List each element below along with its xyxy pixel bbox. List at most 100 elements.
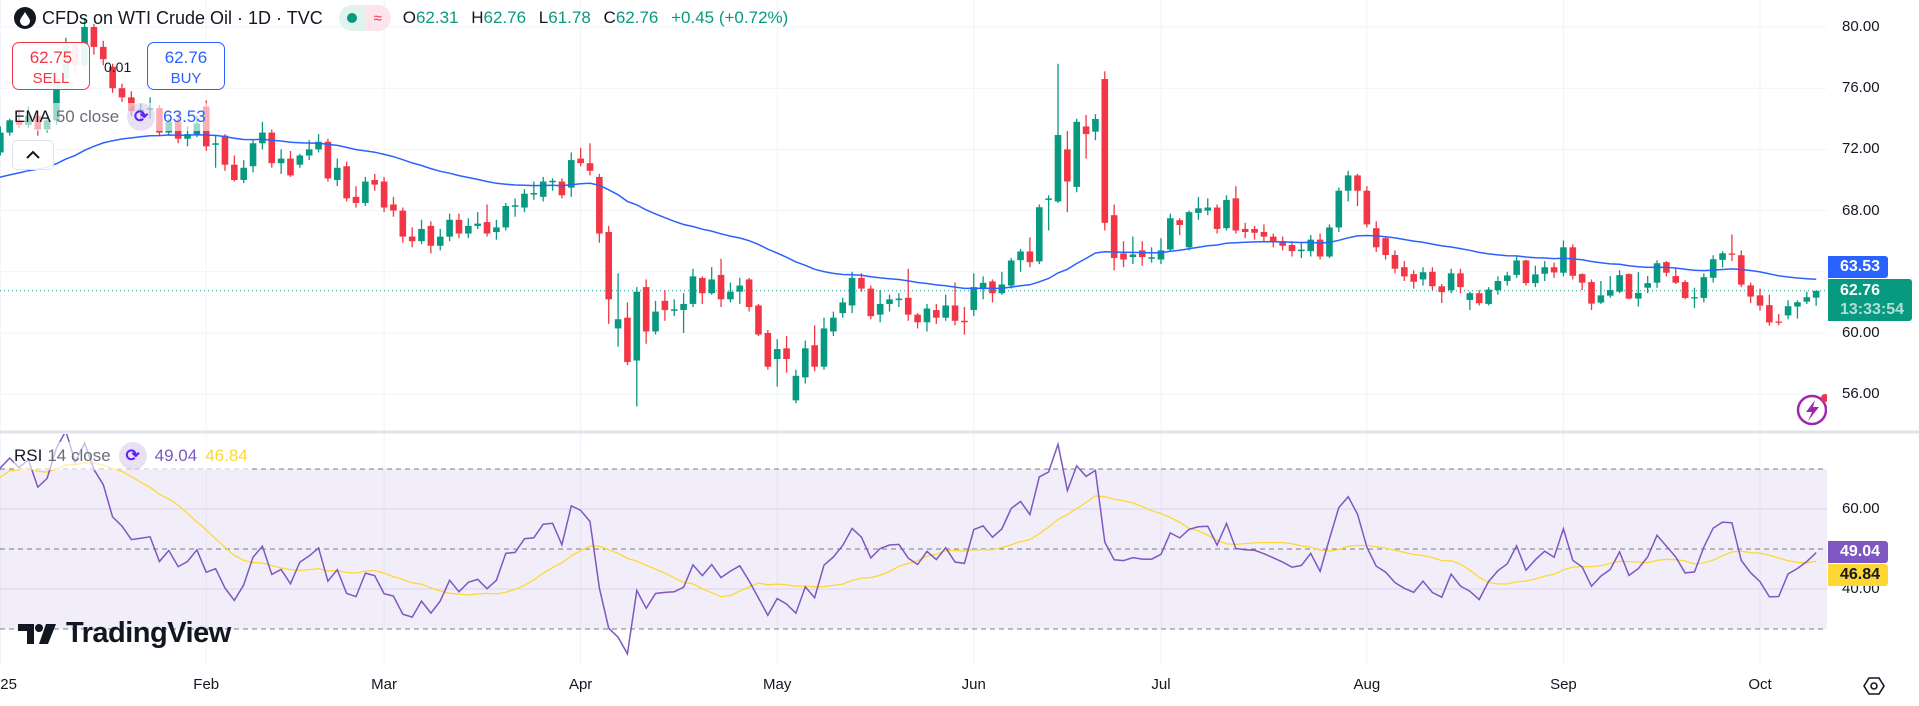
candle-body bbox=[567, 160, 575, 188]
candle bbox=[1438, 284, 1446, 304]
refresh-icon[interactable]: ⟳ bbox=[127, 103, 156, 131]
candle-body bbox=[1578, 274, 1586, 283]
refresh-icon[interactable]: ⟳ bbox=[118, 442, 147, 470]
rsi-name: RSI bbox=[14, 446, 43, 465]
buy-button[interactable]: 62.76 BUY bbox=[147, 42, 225, 90]
sell-button[interactable]: 62.75 SELL bbox=[12, 42, 90, 90]
candle bbox=[830, 311, 837, 337]
symbol-title[interactable]: CFDs on WTI Crude Oil · 1D · TVC bbox=[42, 7, 323, 28]
candle bbox=[961, 306, 968, 335]
candle-body bbox=[1522, 260, 1530, 284]
candle-body bbox=[1719, 253, 1726, 260]
candle-body bbox=[755, 305, 762, 335]
candle-body bbox=[1148, 257, 1155, 259]
candle bbox=[745, 277, 753, 312]
candle bbox=[1110, 204, 1118, 271]
candle bbox=[343, 161, 350, 202]
candle-body bbox=[1644, 283, 1651, 288]
settings-icon[interactable] bbox=[1863, 677, 1885, 695]
candle bbox=[1475, 290, 1483, 306]
candle-body bbox=[1756, 295, 1764, 306]
candle bbox=[1419, 267, 1427, 286]
candle-body bbox=[792, 375, 800, 401]
candle-body bbox=[989, 281, 996, 294]
candle bbox=[212, 135, 219, 168]
rsi-ma-value: 46.84 bbox=[205, 446, 248, 465]
candle-body bbox=[371, 180, 379, 185]
candle bbox=[933, 303, 940, 324]
rsi-legend[interactable]: RSI 14 close ⟳ 49.04 46.84 bbox=[14, 442, 252, 470]
candle bbox=[670, 299, 678, 317]
candle bbox=[390, 196, 397, 217]
candle-body bbox=[661, 300, 669, 311]
candle bbox=[1784, 300, 1792, 320]
tradingview-logo[interactable]: TradingView bbox=[18, 617, 231, 650]
candle bbox=[1401, 261, 1408, 281]
candle bbox=[1017, 248, 1024, 272]
candle-body bbox=[699, 277, 706, 294]
buy-label: BUY bbox=[170, 70, 202, 87]
candle bbox=[90, 23, 98, 55]
chevron-up-icon bbox=[26, 150, 40, 159]
candle-body bbox=[736, 285, 744, 292]
candle bbox=[1120, 241, 1127, 268]
candle-body bbox=[689, 276, 697, 304]
ohlc-values: O62.31 H62.76 L61.78 C62.76 +0.45 (+0.72… bbox=[403, 8, 797, 28]
oil-drop-icon bbox=[14, 7, 36, 29]
candle bbox=[792, 369, 800, 404]
collapse-legend-button[interactable] bbox=[12, 140, 54, 170]
candle bbox=[502, 202, 510, 231]
candle-body bbox=[1223, 199, 1230, 229]
candle bbox=[380, 176, 388, 213]
rsi-tick-label: 60.00 bbox=[1842, 500, 1880, 517]
candle-body bbox=[118, 88, 126, 98]
sell-label: SELL bbox=[32, 70, 70, 87]
alert-lightning-icon[interactable] bbox=[1796, 394, 1829, 426]
candle bbox=[1700, 273, 1708, 303]
candle-body bbox=[1775, 321, 1783, 323]
candle bbox=[558, 178, 566, 199]
candle-body bbox=[109, 66, 116, 89]
candle bbox=[1466, 291, 1474, 311]
candle bbox=[1260, 224, 1268, 242]
ema-name: EMA bbox=[14, 107, 51, 126]
candle-body bbox=[455, 219, 463, 234]
candle bbox=[904, 268, 912, 321]
market-status[interactable]: ≈ bbox=[338, 5, 391, 31]
candle bbox=[1241, 222, 1249, 239]
change-value: +0.45 (+0.72%) bbox=[671, 8, 789, 27]
candle-body bbox=[1447, 273, 1455, 291]
candle-body bbox=[1475, 293, 1483, 304]
candle-body bbox=[1494, 280, 1502, 291]
candle-body bbox=[1035, 207, 1043, 262]
candle-body bbox=[1803, 297, 1811, 302]
bar-countdown: 13:33:54 bbox=[1840, 301, 1905, 318]
candle-body bbox=[184, 134, 191, 139]
candle-body bbox=[539, 181, 547, 197]
candle bbox=[511, 198, 519, 217]
ema-legend[interactable]: EMA 50 close ⟳ 63.53 bbox=[14, 103, 210, 131]
candle bbox=[577, 147, 584, 167]
candle-body bbox=[231, 164, 238, 180]
open-value: 62.31 bbox=[415, 8, 459, 27]
candle-body bbox=[390, 204, 397, 211]
candle-body bbox=[1401, 267, 1408, 277]
candle bbox=[1382, 236, 1389, 260]
candle-body bbox=[380, 181, 388, 208]
candle bbox=[277, 149, 285, 174]
candle bbox=[689, 268, 697, 307]
time-tick-label: 2025 bbox=[0, 676, 17, 693]
candle-body bbox=[1410, 274, 1417, 282]
candle bbox=[1578, 273, 1586, 291]
candle-body bbox=[399, 210, 407, 237]
candle-body bbox=[764, 333, 772, 367]
candle-body bbox=[1635, 292, 1642, 299]
time-tick-label: Oct bbox=[1748, 676, 1772, 693]
candle-body bbox=[1560, 247, 1567, 273]
candle bbox=[1747, 282, 1754, 304]
candle-body bbox=[867, 288, 875, 317]
candle-body bbox=[1382, 238, 1389, 255]
candle bbox=[914, 313, 921, 329]
candle-body bbox=[1625, 274, 1633, 299]
